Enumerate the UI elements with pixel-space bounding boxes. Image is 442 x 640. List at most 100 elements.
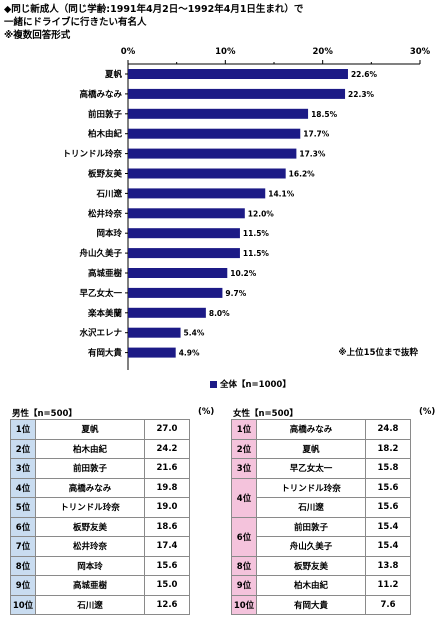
data-label: 22.3%	[348, 90, 375, 99]
title-line-1: ◆同じ新成人（同じ学齢:1991年4月2日～1992年4月1日生まれ）で	[4, 4, 304, 15]
table-row: 6位 前田敦子 15.4	[231, 516, 411, 557]
category-label: 高城亜樹	[88, 268, 123, 279]
x-tick-label: 0%	[121, 47, 136, 57]
value-cell: 15.6	[365, 497, 411, 518]
bar	[128, 228, 240, 239]
data-label: 11.5%	[243, 249, 270, 258]
name-cell: 高橋みなみ	[35, 477, 145, 498]
value-cell: 24.2	[144, 438, 190, 459]
name-cell: 舟山久美子	[256, 536, 366, 557]
value-cell: 19.0	[144, 497, 190, 518]
name-cell: 石川遼	[35, 594, 145, 615]
category-label: 前田敦子	[88, 109, 123, 120]
bar	[128, 108, 309, 119]
x-tick-label: 10%	[215, 47, 236, 57]
value-cell: 15.0	[144, 575, 190, 596]
rank-cell: 5位	[10, 497, 36, 518]
bar	[128, 208, 245, 219]
value-cell: 15.6	[365, 477, 411, 498]
rank-cell: 6位	[10, 516, 36, 537]
name-cell: トリンドル玲奈	[35, 497, 145, 518]
value-cell: 15.4	[365, 536, 411, 557]
table-row: 4位 高橋みなみ 19.8	[10, 477, 190, 498]
table-row: 8位 板野友美 13.8	[231, 555, 411, 576]
value-cell: 18.6	[144, 516, 190, 537]
female-pct-label: (%)	[419, 407, 436, 417]
male-ranking-table: 1位 夏帆 27.0 2位 柏木由紀 24.2 3位 前田敦子 21.6 4位 高橋みなみ 19.8 5…	[10, 419, 190, 615]
bar	[128, 69, 348, 79]
data-label: 17.3%	[299, 150, 326, 159]
value-cell: 27.0	[144, 419, 190, 440]
bar	[128, 347, 176, 358]
name-cell: 板野友美	[256, 555, 366, 576]
value-cell: 15.6	[144, 555, 190, 576]
bar	[128, 188, 266, 199]
name-cell: 柏木由紀	[35, 438, 145, 459]
category-label: 有岡大貴	[88, 348, 123, 359]
value-cell: 21.6	[144, 458, 190, 479]
value-cell: 15.8	[365, 458, 411, 479]
data-label: 5.4%	[184, 329, 205, 338]
title-line-3: ※複数回答形式	[4, 30, 71, 41]
rank-cell: 6位	[231, 516, 257, 557]
data-label: 9.7%	[225, 289, 246, 298]
rank-cell: 8位	[10, 555, 36, 576]
data-label: 14.1%	[268, 189, 295, 198]
category-label: トリンドル玲奈	[62, 149, 122, 160]
category-label: 夏帆	[104, 69, 123, 80]
table-row: 9位 高城亜樹 15.0	[10, 575, 190, 596]
data-label: 18.5%	[311, 110, 338, 119]
bar	[128, 168, 286, 179]
category-label: 松井玲奈	[88, 208, 123, 219]
value-cell: 13.8	[365, 555, 411, 576]
table-row: 1位 夏帆 27.0	[10, 419, 190, 440]
rank-cell: 3位	[231, 458, 257, 479]
value-cell: 11.2	[365, 575, 411, 596]
value-cell: 7.6	[365, 594, 411, 615]
name-cell: 夏帆	[35, 419, 145, 440]
bar	[128, 128, 301, 139]
value-cell: 17.4	[144, 536, 190, 557]
table-row: 2位 柏木由紀 24.2	[10, 438, 190, 459]
name-cell: トリンドル玲奈	[256, 477, 366, 498]
value-cell: 12.6	[144, 594, 190, 615]
table-row: 5位 トリンドル玲奈 19.0	[10, 497, 190, 518]
category-label: 板野友美	[88, 169, 123, 180]
table-row: 3位 前田敦子 21.6	[10, 458, 190, 479]
table-row: 4位 トリンドル玲奈 15.6	[231, 477, 411, 518]
male-pct-label: (%)	[198, 407, 215, 417]
name-cell: 板野友美	[35, 516, 145, 537]
data-label: 16.2%	[289, 170, 316, 179]
category-label: 水沢エレナ	[78, 328, 122, 339]
category-label: 楽本美蘭	[87, 308, 123, 319]
chart-title: ◆同じ新成人（同じ学齢:1991年4月2日～1992年4月1日生まれ）で 一緒に…	[4, 3, 303, 42]
chart-legend: 全体【n=1000】	[210, 378, 291, 390]
x-tick-label: 30%	[410, 47, 431, 57]
rank-cell: 9位	[10, 575, 36, 596]
rank-cell: 8位	[231, 555, 257, 576]
table-row: 10位 有岡大貴 7.6	[231, 594, 411, 615]
table-row: 1位 高橋みなみ 24.8	[231, 419, 411, 440]
table-row: 石川遼 15.6	[232, 497, 411, 518]
name-cell: 高城亜樹	[35, 575, 145, 596]
rank-cell: 4位	[10, 477, 36, 498]
bar	[128, 327, 181, 338]
rank-cell: 7位	[10, 536, 36, 557]
name-cell: 夏帆	[256, 438, 366, 459]
value-cell: 18.2	[365, 438, 411, 459]
name-cell: 前田敦子	[35, 458, 145, 479]
bar	[128, 287, 223, 298]
table-row: 舟山久美子 15.4	[232, 536, 411, 557]
name-cell: 高橋みなみ	[256, 419, 366, 440]
male-table-title: 男性【n=500】	[12, 409, 77, 419]
table-row: 7位 松井玲奈 17.4	[10, 536, 190, 557]
name-cell: 有岡大貴	[256, 594, 366, 615]
name-cell: 石川遼	[256, 497, 366, 518]
rank-cell: 1位	[231, 419, 257, 440]
name-cell: 柏木由紀	[256, 575, 366, 596]
bar	[128, 248, 240, 259]
table-row: 10位 石川遼 12.6	[10, 594, 190, 615]
value-cell: 24.8	[365, 419, 411, 440]
bar-chart: 0% 10% 20% 30% 夏帆 22.6% 高橋みなみ 22.3% 前田敦子 18.5% 柏木由…	[62, 47, 431, 370]
name-cell: 前田敦子	[256, 516, 366, 537]
